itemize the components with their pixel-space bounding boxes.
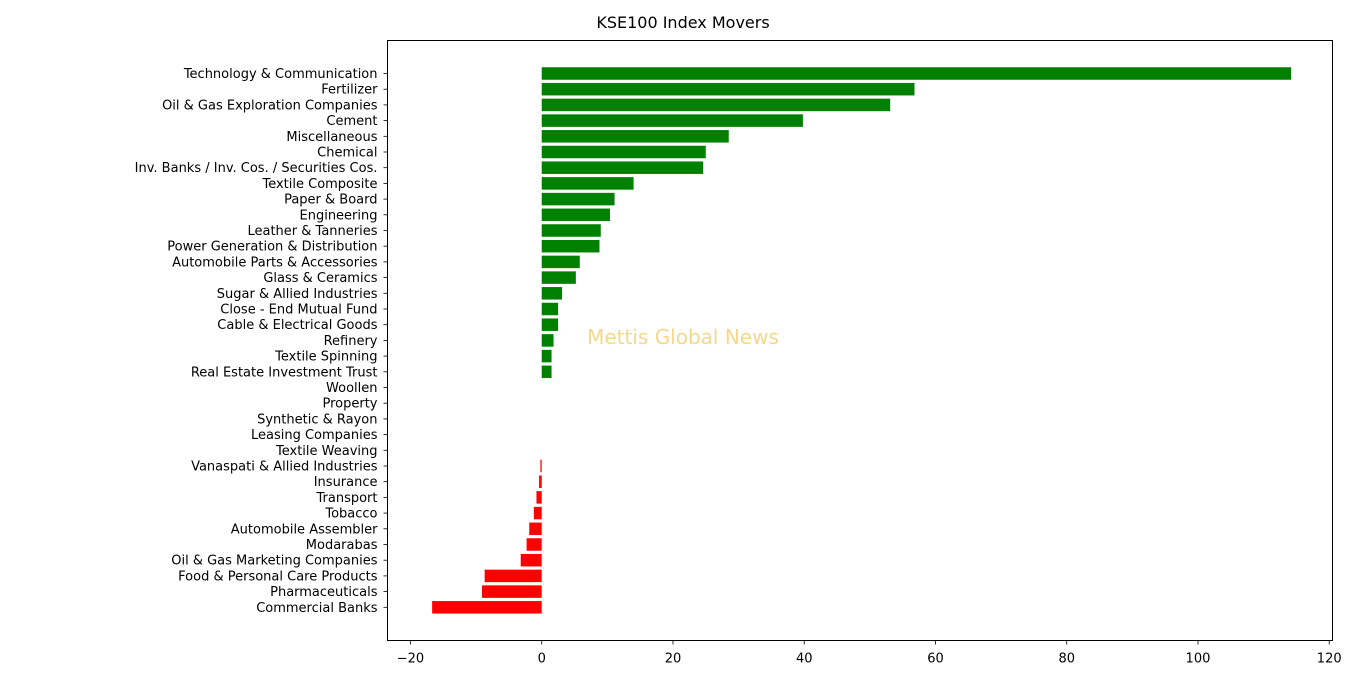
bar-pharmaceuticals — [482, 585, 542, 598]
bar-chemical — [541, 145, 706, 159]
x-tick-label-3: 40 — [796, 652, 813, 667]
category-label-chemical: Chemical — [317, 146, 377, 161]
category-label-technology-and-communication: Technology & Communication — [183, 67, 378, 82]
chart-title: KSE100 Index Movers — [596, 13, 769, 32]
category-label-cable-and-electrical-goods: Cable & Electrical Goods — [217, 318, 377, 333]
bar-engineering — [541, 208, 610, 222]
category-label-pharmaceuticals: Pharmaceuticals — [270, 585, 378, 600]
category-label-tobacco: Tobacco — [324, 507, 377, 522]
category-label-vanaspati-and-allied-industries: Vanaspati & Allied Industries — [191, 460, 378, 475]
category-label-cement: Cement — [326, 114, 377, 129]
x-tick-label-7: 120 — [1317, 652, 1342, 667]
bar-real-estate-investment-trust — [541, 365, 552, 379]
bar-glass-and-ceramics — [541, 271, 576, 284]
bar-oil-and-gas-marketing-companies — [520, 553, 542, 567]
category-label-sugar-and-allied-industries: Sugar & Allied Industries — [217, 287, 378, 302]
category-label-textile-composite: Textile Composite — [261, 177, 377, 192]
category-label-paper-and-board: Paper & Board — [284, 193, 377, 208]
x-tick-label-0: −20 — [397, 652, 424, 667]
bar-power-generation-and-distribution — [541, 239, 600, 253]
category-label-woollen: Woollen — [326, 381, 377, 396]
bars-layer — [432, 67, 1292, 614]
category-label-automobile-assembler: Automobile Assembler — [231, 522, 378, 537]
bar-paper-and-board — [541, 192, 615, 206]
x-tick-label-4: 60 — [927, 652, 944, 667]
bar-sugar-and-allied-industries — [541, 287, 563, 300]
category-label-engineering: Engineering — [300, 208, 378, 223]
bar-modarabas — [526, 538, 542, 551]
bar-miscellaneous — [541, 130, 729, 143]
bar-leather-and-tanneries — [541, 224, 601, 237]
category-label-oil-and-gas-exploration-companies: Oil & Gas Exploration Companies — [162, 98, 378, 113]
x-tick-label-2: 20 — [665, 652, 682, 667]
category-label-close-end-mutual-fund: Close - End Mutual Fund — [220, 303, 377, 318]
bar-food-and-personal-care-products — [484, 569, 542, 583]
category-label-commercial-banks: Commercial Banks — [256, 601, 378, 616]
category-label-insurance: Insurance — [314, 475, 378, 490]
category-label-refinery: Refinery — [324, 334, 378, 349]
x-tick-label-1: 0 — [538, 652, 546, 667]
bar-textile-composite — [541, 177, 634, 190]
bar-vanaspati-and-allied-industries — [540, 459, 542, 473]
category-label-modarabas: Modarabas — [306, 538, 378, 553]
category-label-power-generation-and-distribution: Power Generation & Distribution — [167, 240, 377, 255]
category-label-transport: Transport — [315, 491, 377, 506]
bar-insurance — [539, 475, 542, 488]
bar-technology-and-communication — [541, 67, 1292, 80]
bar-oil-and-gas-exploration-companies — [541, 98, 891, 112]
category-label-glass-and-ceramics: Glass & Ceramics — [263, 271, 377, 286]
category-label-oil-and-gas-marketing-companies: Oil & Gas Marketing Companies — [171, 554, 377, 569]
category-label-synthetic-and-rayon: Synthetic & Rayon — [257, 412, 377, 427]
category-label-textile-spinning: Textile Spinning — [274, 350, 377, 365]
x-tick-label-5: 80 — [1058, 652, 1075, 667]
category-label-miscellaneous: Miscellaneous — [286, 130, 377, 145]
bar-refinery — [541, 334, 554, 347]
bar-cable-and-electrical-goods — [541, 318, 559, 331]
x-ticks-layer: −20 0 20 40 60 80 100 120 — [397, 640, 1342, 667]
bar-cement — [541, 114, 803, 127]
category-label-property: Property — [322, 397, 377, 412]
bar-fertilizer — [541, 82, 915, 96]
category-label-automobile-parts-and-accessories: Automobile Parts & Accessories — [172, 255, 378, 270]
bar-textile-spinning — [541, 349, 552, 363]
category-label-textile-weaving: Textile Weaving — [275, 444, 378, 459]
category-label-food-and-personal-care-products: Food & Personal Care Products — [178, 569, 378, 584]
category-label-fertilizer: Fertilizer — [321, 83, 378, 98]
category-label-inv-banks-inv-cos-securities-cos: Inv. Banks / Inv. Cos. / Securities Cos. — [135, 161, 378, 176]
category-labels-layer: Technology & CommunicationFertilizerOil … — [135, 67, 388, 616]
watermark-text: Mettis Global News — [587, 325, 779, 349]
bar-automobile-parts-and-accessories — [541, 255, 580, 269]
bar-inv-banks-inv-cos-securities-cos — [541, 161, 704, 174]
bar-tobacco — [533, 506, 542, 520]
category-label-real-estate-investment-trust: Real Estate Investment Trust — [191, 365, 378, 380]
bar-transport — [536, 491, 542, 504]
bar-close-end-mutual-fund — [541, 302, 559, 316]
bar-automobile-assembler — [529, 522, 542, 536]
x-tick-label-6: 100 — [1186, 652, 1211, 667]
category-label-leasing-companies: Leasing Companies — [251, 428, 378, 443]
bar-commercial-banks — [432, 601, 542, 614]
category-label-leather-and-tanneries: Leather & Tanneries — [247, 224, 377, 239]
